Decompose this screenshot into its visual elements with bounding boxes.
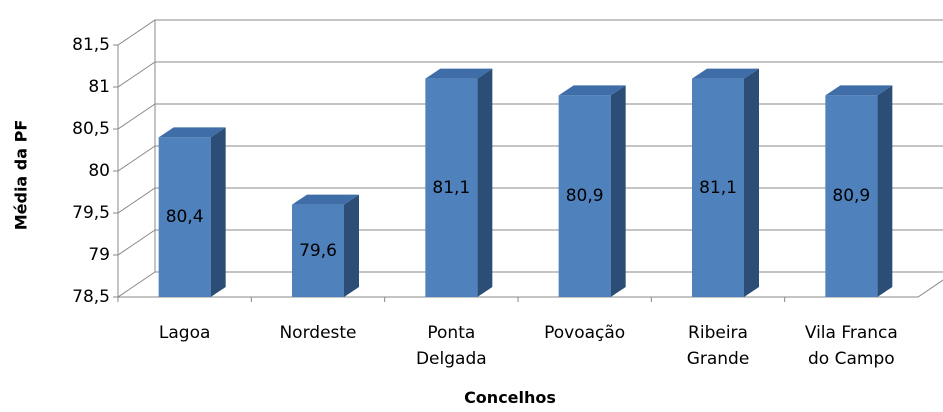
bar <box>425 78 478 297</box>
bar-top <box>692 68 759 79</box>
bar-top <box>825 85 893 96</box>
y-tick-label: 79 <box>88 245 110 265</box>
bar-side <box>477 68 493 297</box>
grid-line <box>117 145 943 172</box>
y-tick-label: 78,5 <box>72 287 110 307</box>
bar-top <box>158 127 226 138</box>
bar-side <box>744 68 759 297</box>
grid-line <box>117 187 943 214</box>
bar-side <box>344 194 359 297</box>
bar-side <box>610 85 626 298</box>
x-tick-label: Ribeira Grande <box>686 323 750 369</box>
x-tick-label: Vila Franca do Campo <box>804 323 898 369</box>
value-label: 81,1 <box>432 178 470 198</box>
value-label: 80,4 <box>166 207 204 227</box>
grid-line <box>117 61 943 88</box>
grid-line <box>117 229 943 256</box>
x-tick-label: Povoação <box>544 323 626 343</box>
value-label: 80,9 <box>832 186 870 206</box>
y-axis-title: Média da PF <box>12 120 31 231</box>
x-tick-label: Ponta Delgada <box>415 323 487 369</box>
y-tick-label: 80,5 <box>72 119 110 139</box>
grid-line <box>117 19 943 46</box>
bar-side <box>877 85 893 298</box>
bar <box>158 137 211 297</box>
value-label: 81,1 <box>699 178 737 198</box>
x-tick-label: Nordeste <box>279 323 357 343</box>
y-tick-label: 81 <box>88 77 110 97</box>
bar <box>558 95 611 298</box>
y-tick-label: 79,5 <box>72 203 110 223</box>
bar-top <box>425 68 493 79</box>
bar-top <box>558 85 626 96</box>
bar-top <box>292 194 359 205</box>
bar <box>292 204 344 297</box>
bar <box>692 78 744 297</box>
x-tick-label: Lagoa <box>158 323 211 343</box>
y-tick-label: 81,5 <box>72 35 110 55</box>
bar-side <box>210 127 226 298</box>
x-axis-title: Concelhos <box>464 388 556 407</box>
grid-line <box>117 103 943 130</box>
value-label: 79,6 <box>299 241 337 261</box>
y-tick-label: 80 <box>88 161 110 181</box>
bar <box>825 95 878 298</box>
floor <box>118 279 943 298</box>
grid-line <box>117 271 943 298</box>
value-label: 80,9 <box>566 186 604 206</box>
